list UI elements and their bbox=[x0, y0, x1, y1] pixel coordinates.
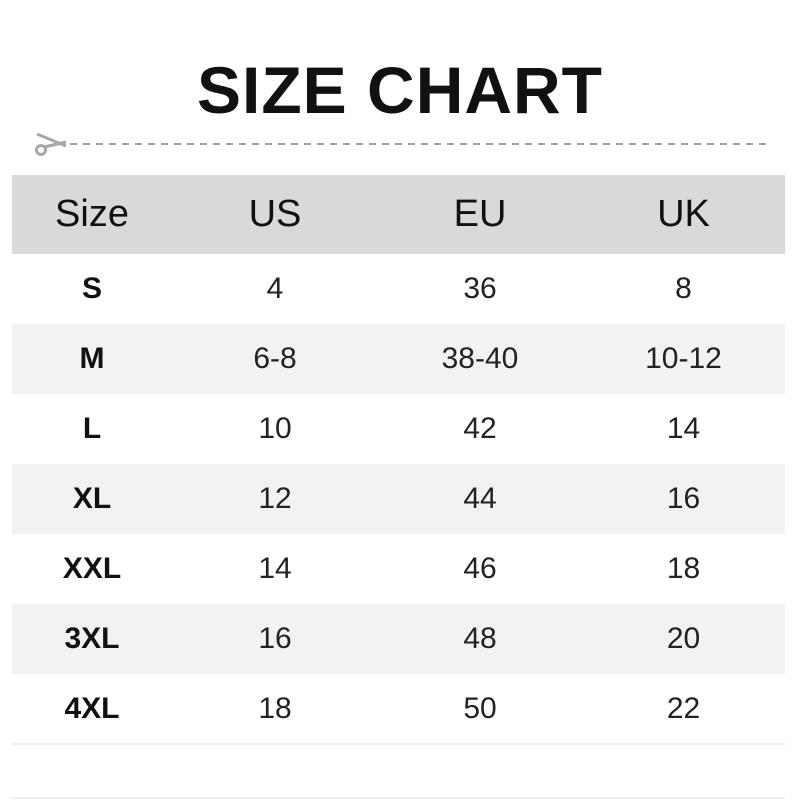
cell-us: 14 bbox=[258, 552, 292, 585]
cell-uk: 14 bbox=[666, 412, 701, 445]
cell-uk: 8 bbox=[675, 272, 692, 305]
cell-uk: 22 bbox=[666, 692, 701, 725]
header-size: Size bbox=[55, 193, 129, 235]
cell-eu: 36 bbox=[463, 272, 497, 305]
divider bbox=[12, 797, 785, 799]
cell-eu: 38-40 bbox=[441, 342, 519, 375]
cell-uk: 16 bbox=[666, 482, 701, 515]
cell-eu: 48 bbox=[463, 622, 497, 655]
header-us: US bbox=[248, 193, 302, 235]
cell-us: 6-8 bbox=[253, 342, 297, 375]
cell-eu: 46 bbox=[463, 552, 497, 585]
cell-size: 4XL bbox=[64, 692, 120, 725]
scissors-icon bbox=[35, 132, 67, 156]
size-table: Size US EU UK S 4 36 8 M 6-8 38-40 10-12 L 10 42 14… bbox=[12, 175, 785, 744]
cell-size: XXL bbox=[62, 552, 122, 585]
cell-us: 4 bbox=[266, 272, 284, 305]
table-row: M 6-8 38-40 10-12 bbox=[12, 324, 785, 394]
table-row: 3XL 16 48 20 bbox=[12, 604, 785, 674]
table-row: XL 12 44 16 bbox=[12, 464, 785, 534]
table-row: L 10 42 14 bbox=[12, 394, 785, 464]
cell-size: XL bbox=[72, 482, 112, 515]
cell-uk: 10-12 bbox=[645, 342, 722, 375]
cell-us: 12 bbox=[258, 482, 292, 515]
cell-us: 18 bbox=[258, 692, 292, 725]
header-uk: UK bbox=[657, 193, 710, 235]
divider bbox=[12, 743, 785, 745]
cell-size: S bbox=[81, 272, 102, 305]
cell-size: L bbox=[82, 412, 102, 445]
table-row: XXL 14 46 18 bbox=[12, 534, 785, 604]
cell-us: 10 bbox=[258, 412, 292, 445]
cell-eu: 42 bbox=[463, 412, 497, 445]
cell-eu: 50 bbox=[463, 692, 497, 725]
table-row: 4XL 18 50 22 bbox=[12, 674, 785, 744]
cell-us: 16 bbox=[258, 622, 292, 655]
cell-uk: 18 bbox=[666, 552, 701, 585]
table-row: S 4 36 8 bbox=[12, 254, 785, 324]
header-eu: EU bbox=[453, 193, 507, 235]
cell-uk: 20 bbox=[666, 622, 701, 655]
cut-line bbox=[35, 132, 769, 156]
cell-eu: 44 bbox=[463, 482, 497, 515]
page-title: SIZE CHART bbox=[197, 53, 603, 127]
cell-size: 3XL bbox=[64, 622, 120, 655]
cell-size: M bbox=[79, 342, 105, 375]
table-header: Size US EU UK bbox=[12, 175, 785, 254]
